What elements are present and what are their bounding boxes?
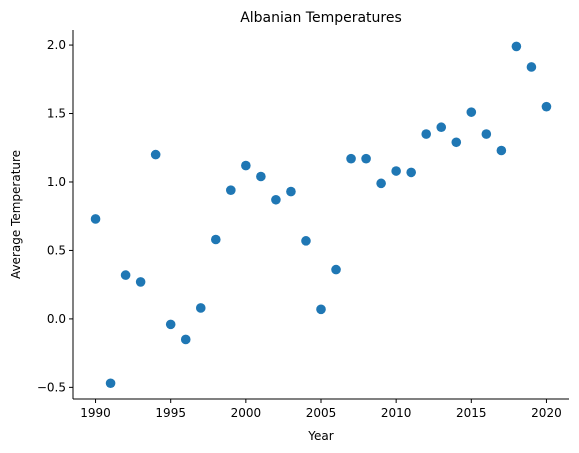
x-axis-label: Year xyxy=(307,429,333,443)
y-tick-label: 0.0 xyxy=(47,312,66,326)
data-point xyxy=(481,129,492,139)
data-point xyxy=(271,194,281,205)
x-tick-label: 2000 xyxy=(231,406,262,420)
data-points xyxy=(90,41,552,389)
data-point xyxy=(346,153,356,164)
data-point xyxy=(406,167,416,178)
x-tick-label: 2010 xyxy=(381,406,412,420)
data-point xyxy=(120,270,131,280)
data-point xyxy=(496,145,507,156)
y-tick-label: 1.5 xyxy=(47,107,66,121)
data-point xyxy=(511,41,522,52)
chart-title: Albanian Temperatures xyxy=(240,10,402,26)
x-tick-label: 1990 xyxy=(80,406,111,420)
y-tick-label: 1.0 xyxy=(47,175,66,189)
data-point xyxy=(286,186,296,197)
data-point xyxy=(301,236,311,246)
data-point xyxy=(376,178,386,189)
data-point xyxy=(466,107,477,117)
data-point xyxy=(316,304,326,315)
x-tick-label: 1995 xyxy=(155,406,186,420)
data-point xyxy=(90,214,101,224)
y-tick-label: 2.0 xyxy=(47,38,66,52)
y-tick-label: 0.5 xyxy=(47,243,66,257)
y-tick-label: −0.5 xyxy=(37,380,66,394)
y-axis-label: Average Temperature xyxy=(9,150,23,279)
data-point xyxy=(391,166,401,176)
data-point xyxy=(105,378,116,389)
data-point xyxy=(361,153,371,164)
data-point xyxy=(526,62,537,72)
data-point xyxy=(541,101,552,112)
x-tick-label: 2015 xyxy=(456,406,487,420)
x-axis: 1990 1995 2000 2005 2010 2015 2020 xyxy=(80,399,562,420)
data-point xyxy=(180,334,191,345)
x-tick-label: 2005 xyxy=(306,406,337,420)
data-point xyxy=(226,185,236,195)
data-point xyxy=(195,303,206,313)
y-axis: −0.5 0.0 0.5 1.0 1.5 2.0 xyxy=(37,38,73,394)
data-point xyxy=(451,137,462,148)
data-point xyxy=(421,129,432,139)
data-point xyxy=(150,149,161,160)
data-point xyxy=(241,160,251,171)
x-tick-label: 2020 xyxy=(531,406,562,420)
data-point xyxy=(165,319,176,330)
data-point xyxy=(436,122,447,133)
data-point xyxy=(135,277,146,287)
data-point xyxy=(331,264,341,275)
data-point xyxy=(210,234,221,245)
data-point xyxy=(256,171,266,182)
